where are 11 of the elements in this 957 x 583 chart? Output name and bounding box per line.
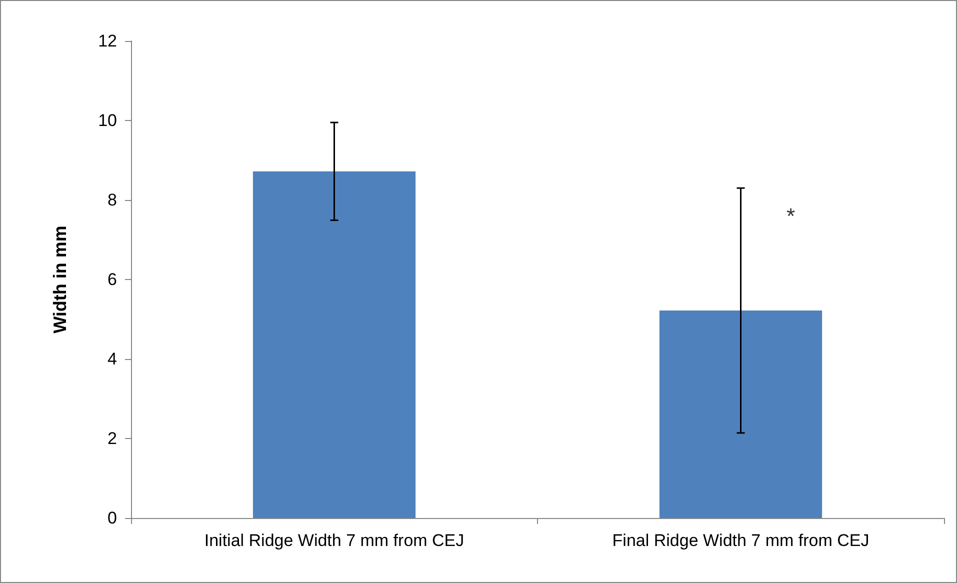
y-tick-label: 12 <box>98 32 117 50</box>
y-tick-label: 2 <box>108 429 117 448</box>
annotation: * <box>786 203 796 228</box>
y-axis-title: Width in mm <box>50 226 70 334</box>
x-tick-label: Final Ridge Width 7 mm from CEJ <box>612 531 870 550</box>
y-tick-label: 10 <box>98 111 117 130</box>
y-tick-label: 4 <box>108 350 117 368</box>
y-tick-label: 8 <box>108 190 117 210</box>
y-tick-label: 6 <box>108 270 117 289</box>
y-tick-label: 0 <box>108 508 117 528</box>
x-tick-label: Initial Ridge Width 7 mm from CEJ <box>204 531 464 550</box>
